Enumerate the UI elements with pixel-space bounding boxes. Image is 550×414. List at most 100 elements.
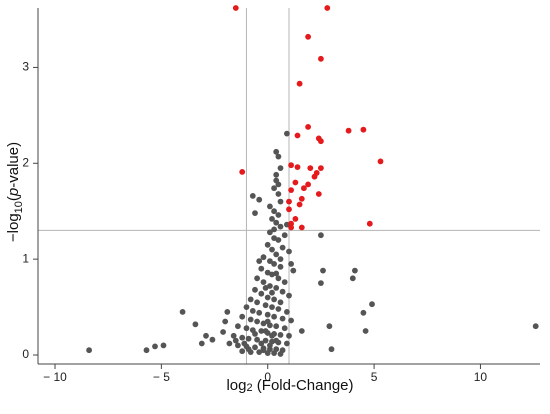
significant-point — [307, 165, 314, 172]
non-significant-point — [271, 296, 277, 303]
y-axis-title-italic: p — [5, 188, 22, 197]
non-significant-point — [152, 343, 158, 350]
significant-point — [286, 206, 292, 213]
x-axis-title: log2 (Fold-Change) — [226, 377, 353, 394]
significant-point — [305, 181, 311, 188]
non-significant-point — [243, 325, 250, 332]
non-significant-point — [532, 323, 539, 330]
non-significant-point — [224, 309, 231, 315]
significant-point — [345, 127, 352, 134]
significant-point — [311, 173, 318, 180]
non-significant-point — [275, 275, 282, 282]
non-significant-point — [284, 340, 290, 347]
non-significant-point — [249, 193, 256, 199]
non-significant-point — [267, 342, 273, 349]
significant-point — [298, 195, 305, 202]
y-axis-title-close: -value) — [5, 142, 22, 188]
non-significant-point — [279, 315, 286, 322]
non-significant-point — [275, 153, 282, 160]
non-significant-point — [273, 171, 280, 178]
non-significant-point — [286, 292, 292, 299]
non-significant-point — [271, 261, 277, 267]
significant-point — [294, 132, 301, 139]
x-tick-label: 10 — [474, 370, 488, 384]
non-significant-point — [326, 323, 333, 330]
non-significant-point — [273, 148, 280, 155]
non-significant-point — [320, 267, 326, 274]
non-significant-point — [249, 308, 256, 314]
significant-point — [318, 55, 324, 62]
significant-point — [318, 165, 324, 172]
non-significant-point — [279, 244, 286, 251]
non-significant-point — [252, 344, 258, 351]
non-significant-point — [328, 346, 335, 353]
non-significant-point — [275, 181, 282, 188]
non-significant-point — [226, 340, 233, 347]
non-significant-point — [245, 335, 252, 342]
non-significant-point — [86, 347, 92, 354]
significant-point — [288, 162, 294, 169]
x-axis-title-suffix: (Fold-Change) — [253, 377, 354, 394]
non-significant-point — [269, 216, 275, 222]
non-significant-point — [277, 198, 284, 205]
non-significant-point — [264, 318, 271, 325]
y-axis-title-subscript: 10 — [13, 201, 25, 213]
significant-point — [239, 169, 246, 175]
significant-point — [305, 33, 311, 40]
non-significant-point — [198, 340, 205, 347]
non-significant-point — [254, 275, 260, 282]
non-significant-point — [284, 130, 290, 137]
non-significant-point — [143, 347, 150, 354]
significant-point — [315, 191, 322, 197]
non-significant-point — [247, 296, 254, 303]
non-significant-point — [258, 265, 265, 272]
non-significant-point — [360, 309, 367, 316]
non-significant-point — [362, 328, 369, 334]
non-significant-point — [241, 340, 248, 347]
non-significant-point — [258, 340, 265, 347]
non-significant-point — [273, 270, 280, 277]
tick-marks: − 10 − 5 0 5 10 0 1 2 3 — [22, 60, 487, 384]
non-significant-point — [239, 313, 246, 320]
non-significant-point — [271, 185, 277, 192]
data-points — [86, 5, 539, 357]
x-tick-label: − 10 — [43, 370, 67, 384]
non-significant-point — [273, 337, 280, 344]
significant-point — [301, 185, 307, 192]
non-significant-point — [275, 212, 282, 218]
non-significant-point — [262, 337, 269, 344]
significant-point — [292, 179, 299, 186]
non-significant-point — [281, 279, 288, 285]
non-significant-point — [267, 203, 273, 210]
non-significant-point — [267, 258, 273, 264]
non-significant-point — [254, 336, 260, 343]
y-tick-label: 1 — [22, 251, 29, 265]
non-significant-point — [273, 323, 280, 330]
non-significant-point — [298, 328, 305, 334]
non-significant-point — [318, 280, 324, 286]
non-significant-point — [220, 329, 227, 335]
non-significant-point — [273, 251, 280, 258]
y-axis-title-prefix: −log — [5, 213, 22, 242]
non-significant-point — [288, 261, 294, 267]
y-tick-label: 3 — [22, 60, 29, 74]
y-tick-label: 0 — [22, 347, 29, 361]
non-significant-point — [252, 331, 258, 337]
non-significant-point — [273, 219, 280, 226]
y-axis-title: −log10(p-value) — [5, 142, 25, 242]
non-significant-point — [277, 263, 284, 270]
non-significant-point — [286, 332, 292, 339]
non-significant-point — [203, 332, 209, 339]
non-significant-point — [279, 288, 286, 295]
non-significant-point — [160, 342, 167, 349]
significant-point — [296, 201, 303, 208]
non-significant-point — [288, 317, 294, 324]
non-significant-point — [269, 246, 275, 253]
significant-point — [324, 5, 331, 11]
non-significant-point — [254, 299, 260, 306]
x-tick-label: 0 — [264, 370, 271, 384]
non-significant-point — [271, 350, 277, 356]
non-significant-point — [275, 306, 282, 312]
non-significant-point — [277, 332, 284, 338]
